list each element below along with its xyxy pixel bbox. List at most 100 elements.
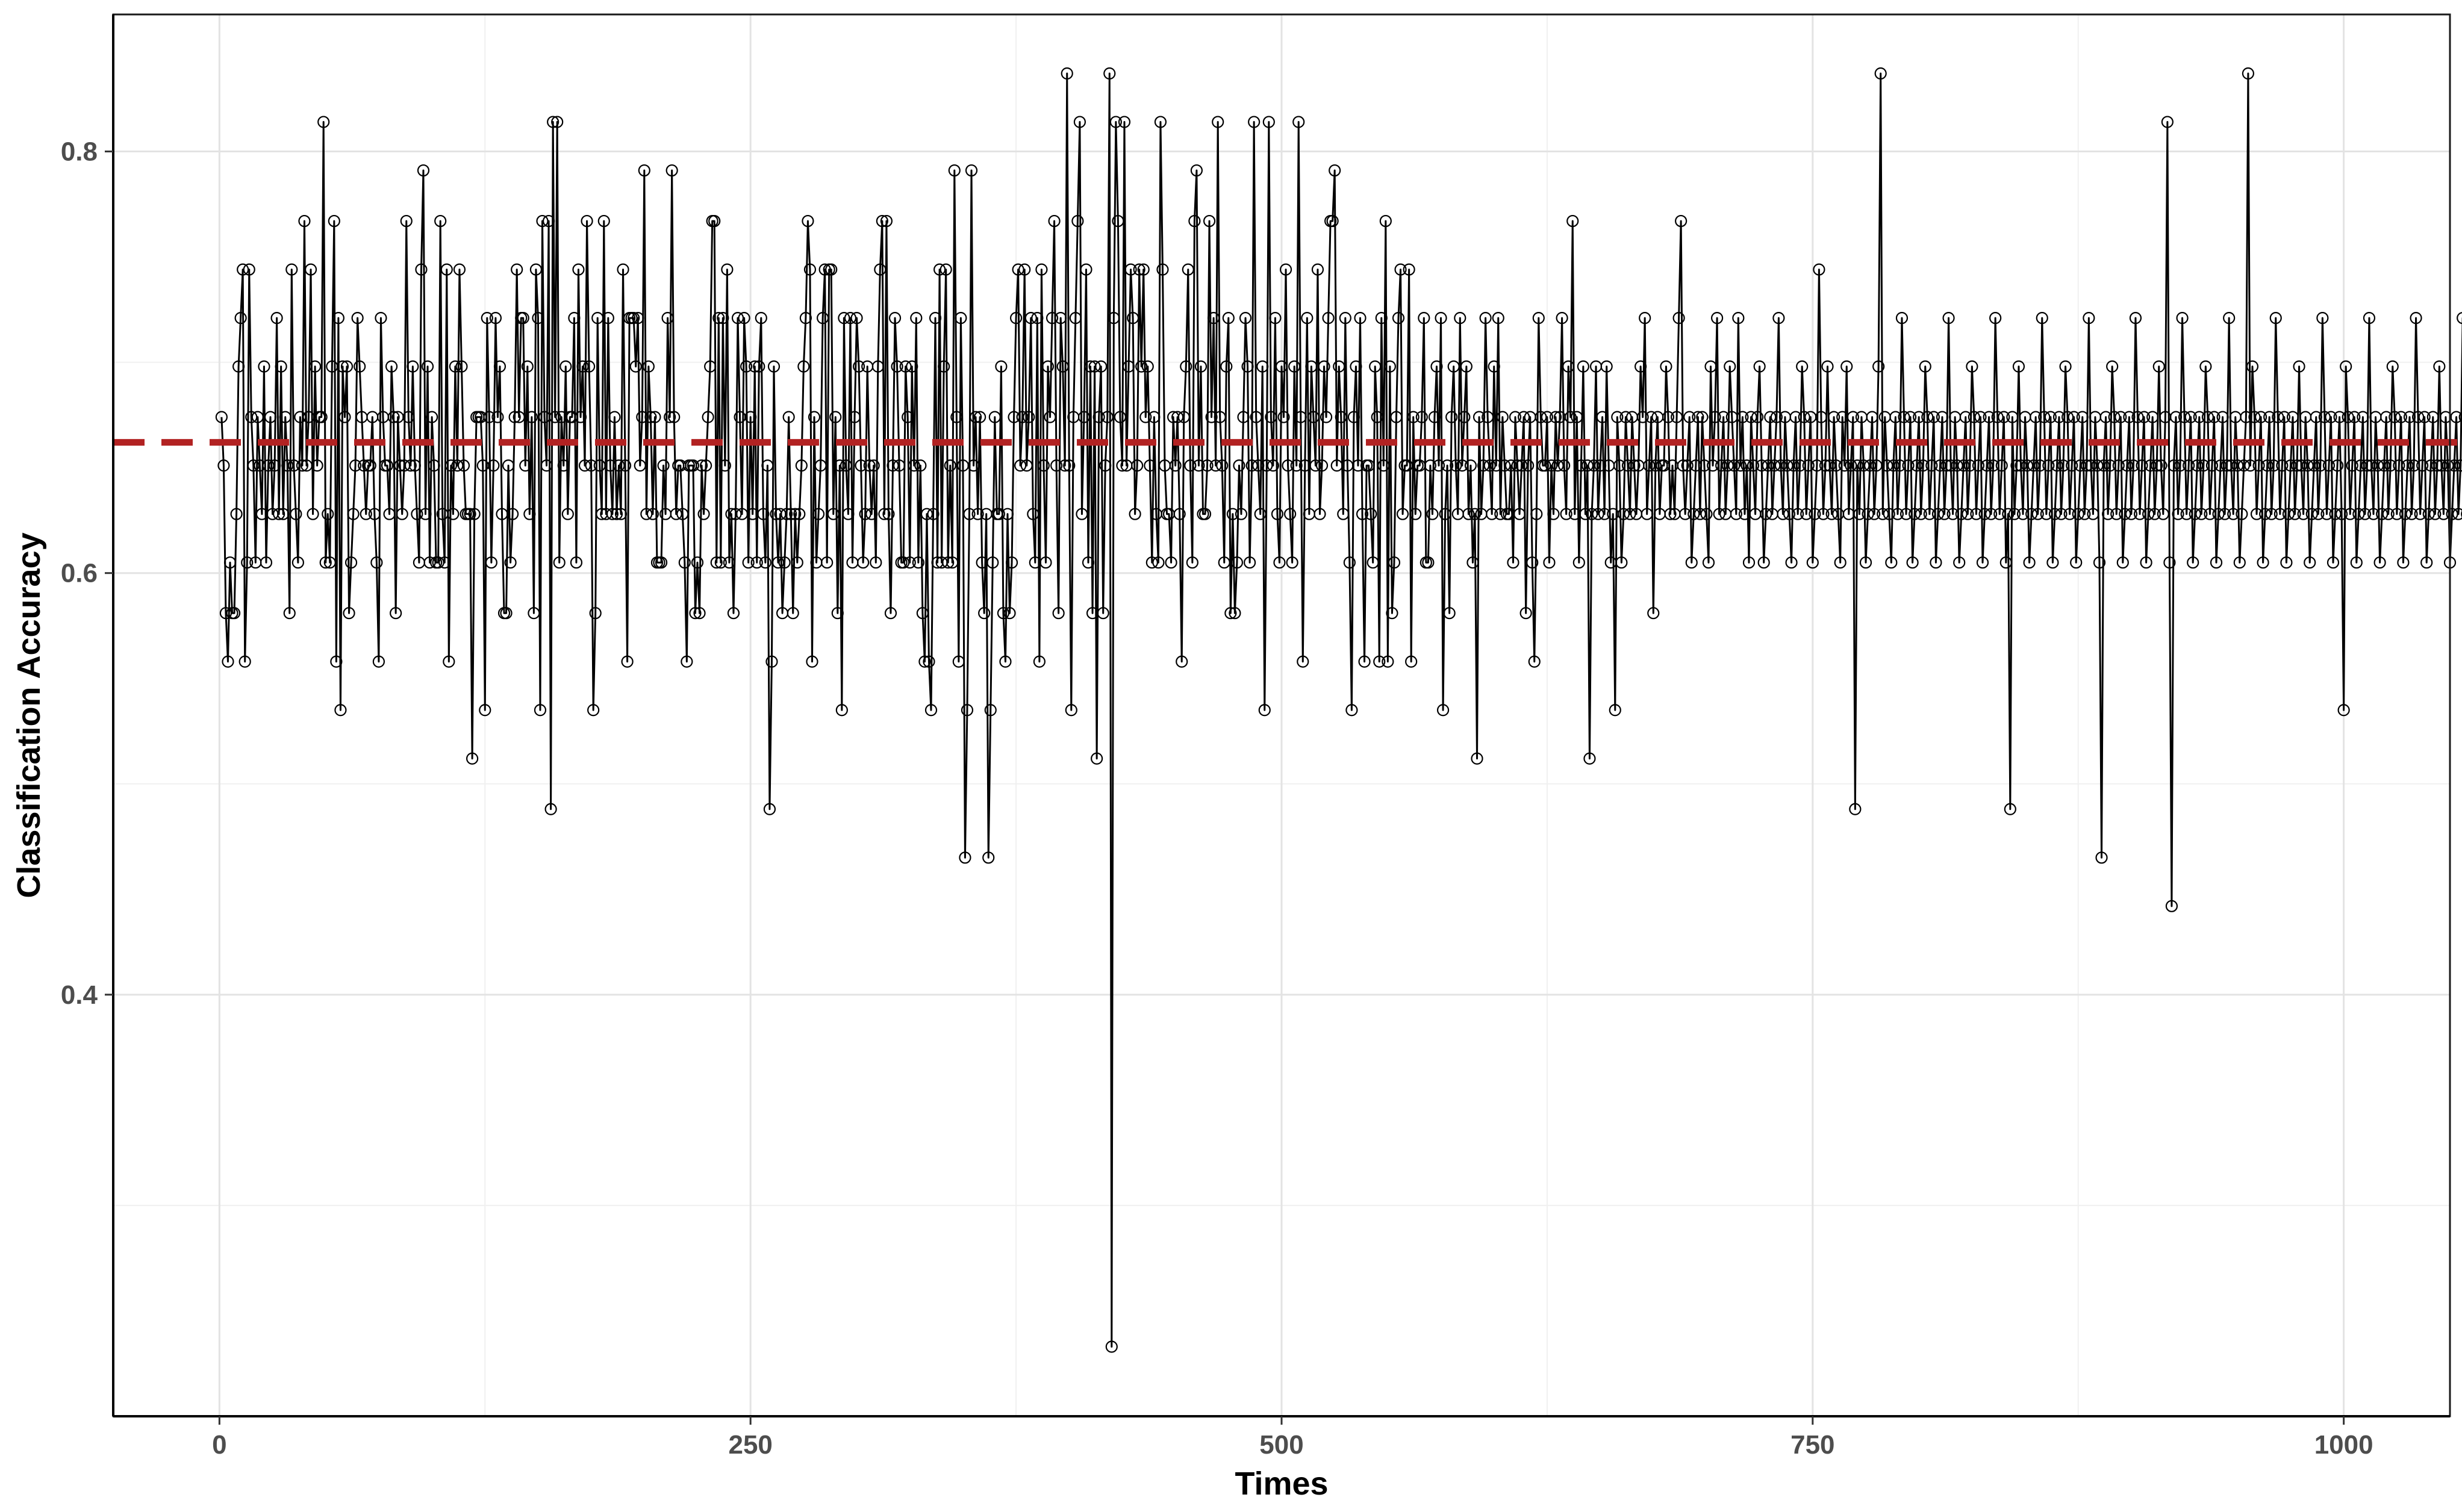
data-point	[1970, 508, 1983, 520]
data-point	[787, 607, 799, 620]
data-point	[568, 312, 581, 325]
data-point	[1692, 411, 1704, 423]
data-point	[1732, 312, 1745, 325]
data-point	[1403, 263, 1415, 276]
data-point	[360, 508, 372, 520]
data-point	[1445, 411, 1458, 423]
data-point	[1809, 508, 1821, 520]
data-point	[2446, 508, 2458, 520]
data-point	[1910, 459, 1923, 472]
data-point	[2405, 508, 2418, 520]
data-point	[2068, 411, 2080, 423]
data-point	[1885, 556, 1898, 569]
data-point	[1846, 411, 1859, 423]
data-point	[2119, 508, 2131, 520]
data-point	[1109, 116, 1122, 128]
data-point	[1275, 360, 1288, 373]
data-point	[228, 607, 241, 620]
data-point	[610, 508, 623, 520]
data-point	[1991, 411, 2004, 423]
data-point	[1379, 214, 1392, 228]
data-point	[1895, 312, 1909, 325]
data-point	[1220, 360, 1233, 373]
data-point	[812, 508, 825, 520]
data-point	[1713, 508, 1725, 520]
data-point	[1572, 556, 1585, 569]
data-point	[547, 116, 559, 128]
data-point	[1008, 411, 1020, 423]
data-point	[2289, 508, 2301, 520]
data-point	[1989, 312, 2002, 325]
data-point	[2429, 508, 2442, 520]
data-point	[750, 556, 763, 569]
data-point	[765, 655, 778, 668]
data-point	[664, 411, 676, 423]
data-point	[1915, 508, 1927, 520]
data-point	[464, 508, 476, 520]
data-point	[2078, 508, 2091, 520]
data-point	[2422, 508, 2435, 520]
data-point	[597, 214, 610, 228]
data-point	[1305, 360, 1318, 373]
data-point	[2257, 556, 2269, 569]
data-point	[549, 411, 561, 423]
data-point	[2435, 459, 2448, 472]
data-point	[1993, 508, 2006, 520]
data-point	[1877, 508, 1889, 520]
data-point	[1239, 312, 1252, 325]
data-point	[290, 508, 302, 520]
data-point	[1241, 360, 1254, 373]
data-point	[466, 752, 479, 765]
data-point	[1789, 411, 1802, 423]
data-point	[589, 607, 602, 620]
data-point	[668, 411, 681, 423]
data-point	[1250, 411, 1262, 423]
data-point	[2044, 411, 2057, 423]
data-point	[1853, 508, 1866, 520]
data-point	[585, 459, 597, 472]
data-point	[557, 459, 570, 472]
data-point	[1757, 556, 1770, 569]
data-point	[2227, 508, 2240, 520]
data-point	[644, 411, 657, 423]
data-point	[1611, 411, 1624, 423]
data-point	[874, 263, 887, 276]
data-point	[241, 556, 254, 569]
data-point	[279, 411, 291, 423]
data-point	[1753, 360, 1766, 373]
data-point	[1840, 360, 1853, 373]
data-point	[2314, 459, 2326, 472]
data-point	[2384, 459, 2397, 472]
data-point	[2042, 459, 2055, 472]
data-point	[2389, 411, 2401, 423]
data-point	[311, 459, 323, 472]
data-point	[2340, 360, 2352, 373]
data-point	[2038, 411, 2051, 423]
data-point	[2184, 411, 2197, 423]
data-point	[2148, 508, 2161, 520]
data-point	[2267, 459, 2280, 472]
data-point	[963, 508, 976, 520]
data-point	[1145, 556, 1158, 569]
data-point	[793, 508, 806, 520]
data-point	[602, 312, 614, 325]
data-point	[1091, 752, 1103, 765]
data-point	[1987, 459, 1999, 472]
data-point	[2263, 411, 2276, 423]
data-point	[2193, 411, 2205, 423]
data-point	[483, 411, 496, 423]
data-point	[370, 556, 383, 569]
data-point	[2183, 459, 2195, 472]
data-point	[2410, 312, 2422, 325]
data-point	[1386, 607, 1398, 620]
x-tick-label: 750	[1790, 1430, 1834, 1460]
data-point	[2223, 312, 2236, 325]
data-point	[417, 164, 430, 177]
data-point	[817, 312, 829, 325]
data-point	[2426, 411, 2439, 423]
data-point	[1097, 607, 1109, 620]
data-point	[712, 312, 725, 325]
data-point	[1760, 508, 1772, 520]
data-point	[1048, 214, 1061, 228]
data-point	[1279, 263, 1292, 276]
